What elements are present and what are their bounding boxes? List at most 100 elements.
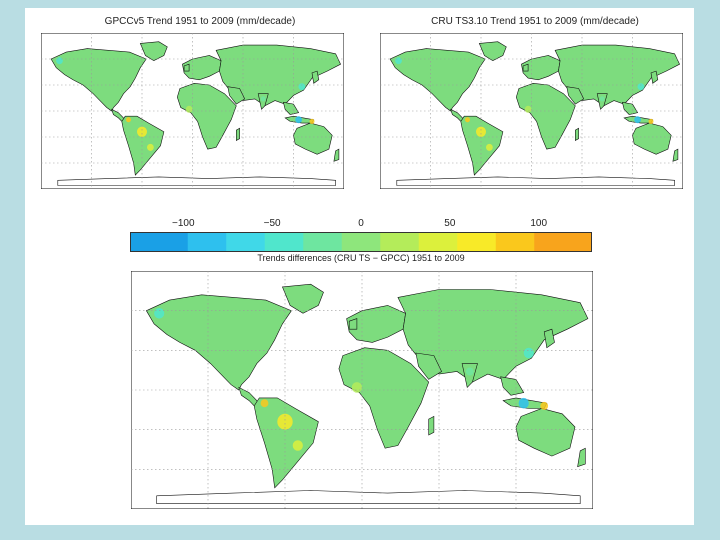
diff-new-zealand bbox=[577, 447, 586, 468]
colorbar-segment bbox=[341, 232, 362, 252]
cru-patch-png bbox=[648, 118, 654, 124]
gpcc-map-title: GPCCv5 Trend 1951 to 2009 (mm/decade) bbox=[104, 16, 296, 27]
cru-south-america bbox=[460, 115, 504, 176]
cru-patch-amazon bbox=[476, 126, 486, 137]
gpcc-se-asia bbox=[282, 101, 300, 115]
diff-antarctica bbox=[156, 490, 581, 504]
colorbar-segment bbox=[457, 232, 477, 252]
gpcc-trend-map bbox=[41, 33, 344, 189]
diff-se-asia bbox=[500, 376, 525, 396]
gpcc-europe bbox=[182, 55, 222, 81]
colorbar-segment bbox=[438, 232, 458, 252]
colorbar-tick-label: 50 bbox=[444, 218, 456, 229]
cru-map-title: CRU TS3.10 Trend 1951 to 2009 (mm/decade… bbox=[431, 16, 639, 27]
colorbar-segment bbox=[361, 232, 381, 252]
diff-patch-east-asia bbox=[523, 347, 534, 359]
diff-australia bbox=[515, 408, 576, 457]
colorbar-segment bbox=[534, 232, 554, 252]
gpcc-patch-amazon bbox=[137, 126, 147, 137]
diff-uk bbox=[348, 318, 358, 330]
cru-north-america bbox=[389, 48, 486, 112]
gpcc-patch-indonesia bbox=[295, 116, 302, 124]
colorbar-segment bbox=[284, 232, 304, 252]
gpcc-patch-png bbox=[309, 118, 315, 124]
gpcc-patch-alaska bbox=[56, 57, 63, 65]
cru-asia bbox=[554, 44, 680, 107]
cru-gridlines bbox=[380, 33, 683, 189]
cru-arabia bbox=[566, 86, 585, 105]
colorbar-segment bbox=[303, 232, 323, 252]
colorbar-tick-label: −100 bbox=[172, 218, 195, 229]
gpcc-new-zealand bbox=[333, 148, 340, 162]
cru-europe bbox=[521, 55, 561, 81]
gpcc-patch-india bbox=[260, 96, 266, 102]
gpcc-arabia bbox=[227, 86, 246, 105]
gpcc-greenland bbox=[139, 41, 168, 62]
gpcc-patch-west-africa bbox=[185, 105, 193, 113]
gpcc-antarctica bbox=[57, 176, 336, 186]
diff-arabia bbox=[415, 352, 442, 380]
diff-patch-png bbox=[540, 401, 549, 410]
colorbar bbox=[130, 232, 592, 252]
gpcc-land bbox=[50, 41, 341, 186]
gpcc-uk bbox=[183, 63, 190, 72]
diff-north-america bbox=[145, 294, 292, 391]
cru-land bbox=[389, 41, 680, 186]
difference-map bbox=[131, 271, 593, 509]
gpcc-patch-colombia bbox=[126, 117, 131, 123]
cru-antarctica bbox=[396, 176, 675, 186]
diff-land bbox=[145, 283, 589, 504]
cru-greenland bbox=[478, 41, 507, 62]
gpcc-south-america bbox=[121, 115, 165, 176]
diff-madagascar bbox=[428, 415, 435, 436]
gpcc-north-america bbox=[50, 48, 147, 112]
colorbar-segment bbox=[149, 232, 169, 252]
diff-gridlines bbox=[131, 271, 593, 509]
cru-se-asia bbox=[621, 101, 639, 115]
colorbar-segment bbox=[264, 232, 285, 252]
colorbar-segment bbox=[380, 232, 400, 252]
cru-new-zealand bbox=[672, 148, 679, 162]
diff-greenland bbox=[281, 283, 324, 314]
colorbar-tick-label: 0 bbox=[358, 218, 364, 229]
colorbar-segment bbox=[399, 232, 420, 252]
diff-south-america bbox=[253, 397, 319, 489]
slide-panel: GPCCv5 Trend 1951 to 2009 (mm/decade) CR… bbox=[25, 8, 694, 525]
cru-patch-brazil-south bbox=[486, 143, 493, 151]
cru-patch-indonesia bbox=[634, 116, 641, 124]
cru-australia bbox=[632, 122, 672, 155]
colorbar-segment bbox=[168, 232, 189, 252]
colorbar-segment bbox=[322, 232, 343, 252]
gpcc-gridlines bbox=[41, 33, 344, 189]
cru-japan bbox=[650, 70, 659, 84]
cru-patch-colombia bbox=[465, 117, 470, 123]
diff-africa bbox=[338, 347, 430, 449]
colorbar-segment bbox=[226, 232, 246, 252]
gpcc-japan bbox=[311, 70, 320, 84]
colorbar-segment bbox=[418, 232, 439, 252]
colorbar-tick-label: −50 bbox=[263, 218, 281, 229]
diff-asia bbox=[397, 289, 589, 383]
gpcc-patch-brazil-south bbox=[147, 143, 154, 151]
colorbar-segment bbox=[515, 232, 535, 252]
gpcc-india bbox=[257, 93, 269, 110]
colorbar-segment bbox=[130, 232, 150, 252]
diff-japan bbox=[543, 328, 555, 349]
gpcc-madagascar bbox=[236, 127, 240, 142]
diff-patch-indonesia bbox=[518, 397, 529, 409]
gpcc-africa bbox=[176, 82, 237, 150]
diff-patch-amazon bbox=[277, 413, 293, 430]
colorbar-segment bbox=[553, 232, 574, 252]
cru-uk bbox=[522, 63, 529, 72]
colorbar-segment bbox=[572, 232, 592, 252]
colorbar-segment bbox=[476, 232, 497, 252]
cru-africa bbox=[515, 82, 576, 150]
diff-patch-colombia bbox=[260, 399, 269, 408]
colorbar-segment bbox=[207, 232, 227, 252]
colorbar-segment bbox=[187, 232, 208, 252]
diff-patch-brazil-south bbox=[292, 440, 303, 451]
colorbar-caption: Trends differences (CRU TS − GPCC) 1951 … bbox=[257, 253, 465, 263]
colorbar-frame bbox=[130, 232, 592, 252]
colorbar-segment bbox=[495, 232, 516, 252]
diff-patch-india bbox=[465, 367, 474, 376]
